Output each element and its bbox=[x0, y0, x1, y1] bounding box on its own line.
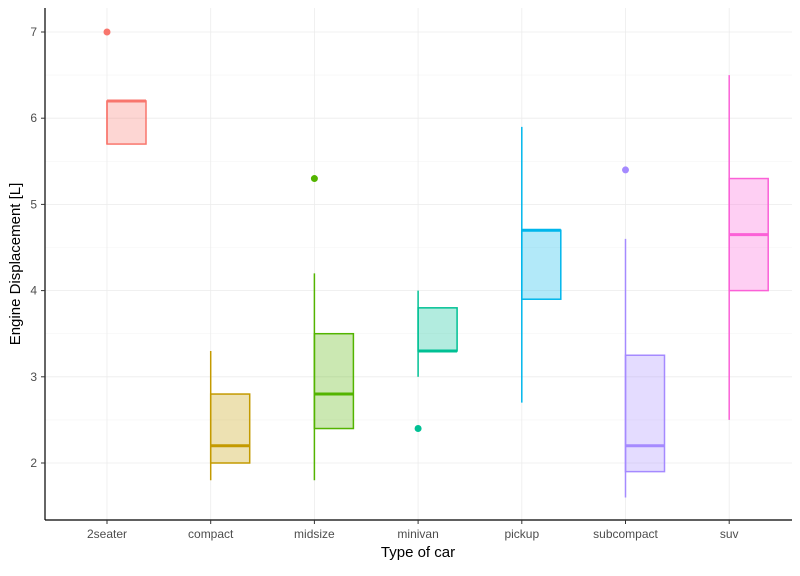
box-iqr bbox=[209, 393, 251, 464]
y-ticks: 2 3 4 5 6 7 bbox=[30, 25, 45, 470]
y-tick-label: 3 bbox=[30, 370, 37, 384]
outlier-point bbox=[310, 175, 318, 183]
x-axis-title: Type of car bbox=[381, 544, 455, 561]
outlier-point bbox=[414, 425, 422, 433]
box-iqr bbox=[624, 354, 666, 473]
outlier-point bbox=[622, 166, 629, 174]
y-tick-label: 2 bbox=[30, 456, 37, 470]
y-axis-title: Engine Displacement [L] bbox=[7, 183, 24, 346]
x-tick-label: minivan bbox=[397, 527, 438, 541]
box-minivan bbox=[414, 290, 458, 433]
boxes bbox=[103, 28, 769, 498]
outlier-point bbox=[103, 28, 111, 36]
x-ticks: 2seater compact midsize minivan pickup subcom… bbox=[87, 520, 739, 541]
gridlines bbox=[45, 8, 792, 520]
box-iqr bbox=[521, 229, 562, 300]
box-pickup bbox=[521, 126, 562, 403]
y-tick-label: 7 bbox=[30, 25, 37, 39]
box-subcompact bbox=[622, 166, 666, 498]
box-iqr bbox=[313, 332, 355, 430]
x-tick-label: 2seater bbox=[87, 527, 127, 541]
x-tick-label: subcompact bbox=[593, 527, 658, 541]
box-midsize bbox=[310, 175, 355, 481]
y-tick-label: 5 bbox=[30, 197, 37, 211]
y-tick-label: 6 bbox=[30, 111, 37, 125]
x-tick-label: midsize bbox=[294, 527, 335, 541]
y-tick-label: 4 bbox=[30, 284, 37, 298]
box-compact bbox=[209, 350, 251, 481]
box-suv bbox=[728, 75, 769, 420]
x-tick-label: pickup bbox=[504, 527, 539, 541]
x-tick-label: compact bbox=[188, 527, 234, 541]
box-iqr bbox=[417, 307, 458, 352]
box-2seater bbox=[103, 28, 147, 145]
box-iqr bbox=[106, 100, 147, 145]
x-tick-label: suv bbox=[720, 527, 739, 541]
